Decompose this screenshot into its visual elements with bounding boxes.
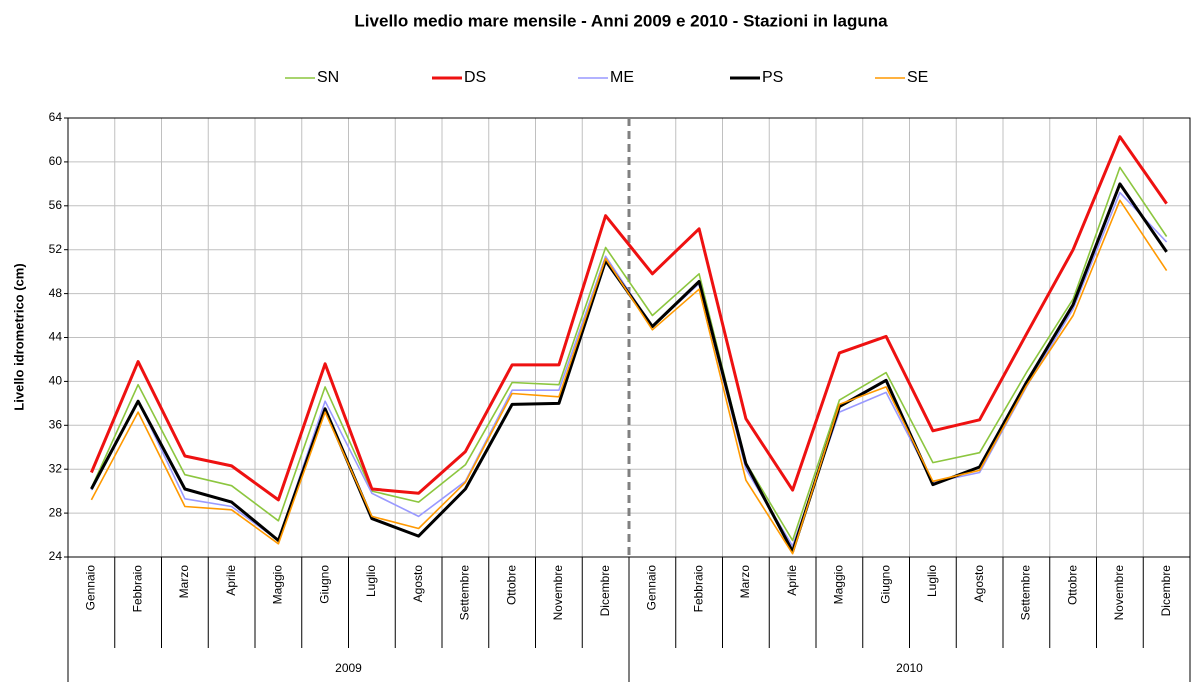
x-tick-label: Maggio — [271, 565, 285, 605]
x-tick-label: Luglio — [364, 565, 378, 597]
y-tick-label: 40 — [49, 374, 63, 388]
x-tick-label: Febbraio — [130, 565, 144, 613]
y-tick-label: 32 — [49, 461, 63, 475]
y-tick-label: 36 — [49, 417, 63, 431]
x-tick-label: Settembre — [1019, 565, 1033, 621]
x-tick-label: Febbraio — [691, 565, 705, 613]
y-tick-label: 24 — [49, 549, 63, 563]
y-tick-label: 48 — [49, 286, 63, 300]
legend-label: ME — [610, 69, 634, 86]
series-line — [90, 199, 1168, 555]
x-tick-label: Gennaio — [645, 565, 659, 611]
x-tick-label: Dicembre — [1159, 565, 1173, 617]
y-tick-label: 52 — [49, 242, 63, 256]
series-line — [90, 166, 1168, 542]
x-tick-label: Ottobre — [504, 565, 518, 605]
x-tick-label: Aprile — [224, 565, 238, 596]
x-group-label: 2009 — [335, 661, 362, 675]
x-tick-label: Settembre — [458, 565, 472, 621]
x-tick-label: Dicembre — [598, 565, 612, 617]
y-tick-label: 44 — [49, 330, 63, 344]
x-group-label: 2010 — [896, 661, 923, 675]
y-tick-label: 60 — [49, 154, 63, 168]
x-tick-label: Agosto — [411, 565, 425, 603]
y-tick-label: 56 — [49, 198, 63, 212]
y-tick-label: 64 — [49, 110, 63, 124]
y-axis-title: Livello idrometrico (cm) — [11, 263, 26, 410]
x-tick-label: Luglio — [925, 565, 939, 597]
x-tick-label: Ottobre — [1065, 565, 1079, 605]
x-tick-label: Marzo — [738, 565, 752, 599]
y-tick-label: 28 — [49, 505, 63, 519]
x-tick-label: Maggio — [832, 565, 846, 605]
x-tick-label: Agosto — [972, 565, 986, 603]
legend-label: SE — [907, 69, 928, 86]
x-tick-label: Aprile — [785, 565, 799, 596]
x-tick-label: Giugno — [878, 565, 892, 604]
x-tick-label: Novembre — [551, 565, 565, 621]
chart-title: Livello medio mare mensile - Anni 2009 e… — [354, 11, 888, 30]
x-tick-label: Novembre — [1112, 565, 1126, 621]
series-line — [90, 135, 1168, 502]
x-tick-label: Marzo — [177, 565, 191, 599]
legend-label: SN — [317, 69, 339, 86]
x-tick-label: Gennaio — [84, 565, 98, 611]
x-tick-label: Giugno — [317, 565, 331, 604]
legend-label: DS — [464, 69, 486, 86]
legend-label: PS — [762, 69, 783, 86]
